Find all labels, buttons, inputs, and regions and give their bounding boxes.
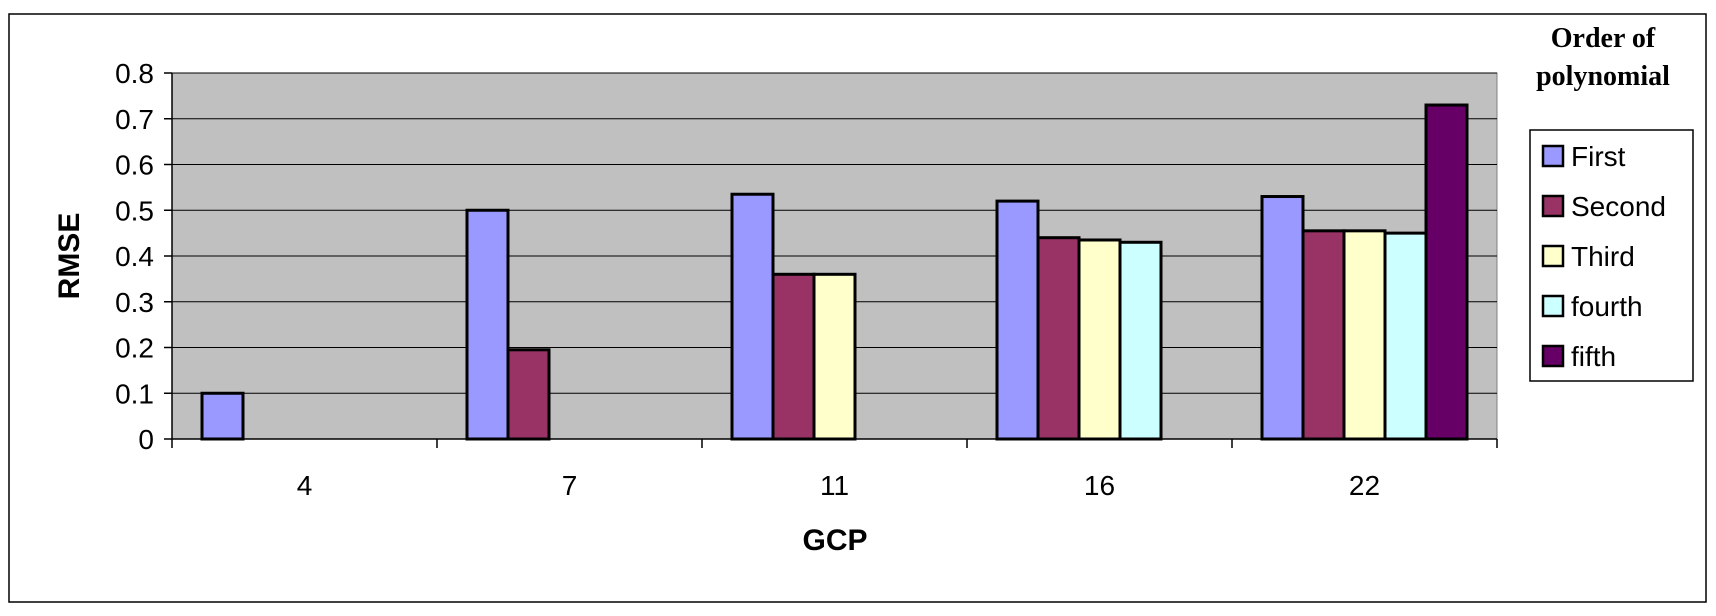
bar-second-22 (1301, 229, 1346, 441)
y-axis-title: RMSE (53, 213, 86, 300)
bar-fifth-22 (1424, 103, 1469, 441)
x-tick-label: 16 (1084, 470, 1115, 501)
y-ticks: 0 0.1 0.2 0.3 0.4 0.5 0.6 0.7 0.8 (115, 58, 172, 455)
bar-third-22 (1342, 229, 1387, 441)
y-tick-label: 0.2 (115, 333, 154, 364)
x-tick-label: 22 (1349, 470, 1380, 501)
bar-first-4 (200, 391, 245, 441)
legend-swatch-second (1541, 194, 1565, 218)
bars (200, 103, 1469, 441)
x-axis-title: GCP (802, 524, 867, 557)
bar-second-11 (771, 272, 816, 441)
legend-label-third: Third (1571, 241, 1635, 272)
y-tick-label: 0.3 (115, 287, 154, 318)
x-tick-label: 4 (297, 470, 313, 501)
legend-swatch-third (1541, 244, 1565, 268)
y-tick-label: 0.4 (115, 241, 154, 272)
legend-label-first: First (1571, 141, 1626, 172)
y-tick-label: 0.5 (115, 195, 154, 226)
legend-label-fourth: fourth (1571, 291, 1643, 322)
x-tick-label: 11 (820, 470, 849, 501)
x-ticks: 4 7 11 16 22 (171, 439, 1498, 501)
bar-third-16 (1077, 238, 1122, 441)
bar-fourth-16 (1118, 240, 1163, 441)
legend-swatch-first (1541, 144, 1565, 168)
bar-fourth-22 (1383, 231, 1428, 441)
bar-second-16 (1036, 236, 1081, 441)
y-tick-label: 0.1 (115, 378, 154, 409)
legend-title-line2: polynomial (1536, 61, 1670, 92)
y-tick-label: 0.6 (115, 150, 154, 181)
bar-first-7 (465, 208, 510, 441)
bar-first-16 (995, 199, 1040, 441)
legend-items: First Second Third fourth fifth (1541, 141, 1666, 372)
y-tick-label: 0 (138, 424, 154, 455)
legend-label-fifth: fifth (1571, 341, 1616, 372)
y-tick-label: 0.7 (115, 104, 154, 135)
bar-first-22 (1260, 195, 1305, 441)
legend-swatch-fourth (1541, 294, 1565, 318)
bar-first-11 (730, 192, 775, 441)
x-tick-label: 7 (562, 470, 578, 501)
bar-third-11 (812, 272, 857, 441)
legend-swatch-fifth (1541, 344, 1565, 368)
y-tick-label: 0.8 (115, 58, 154, 89)
legend-label-second: Second (1571, 191, 1666, 222)
legend-title-line1: Order of (1551, 23, 1656, 54)
bar-second-7 (506, 348, 551, 441)
